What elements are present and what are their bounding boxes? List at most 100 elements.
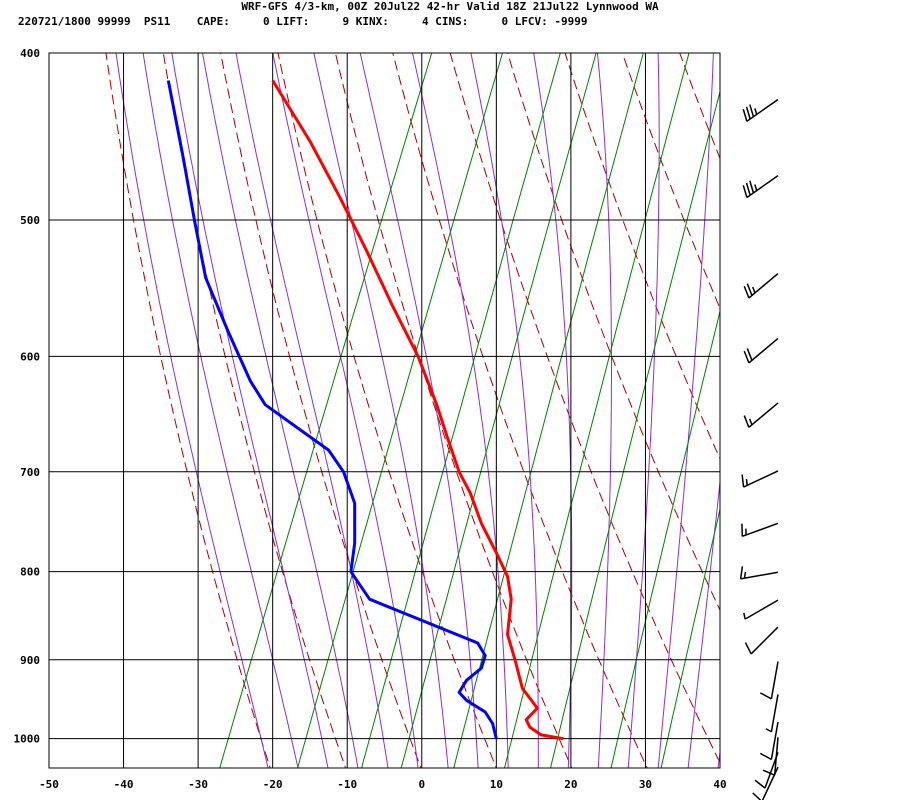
moist-adiabat-line [171, 53, 329, 768]
wind-barb [765, 694, 779, 733]
temperature-profile-line [271, 79, 564, 741]
wind-barb-flag [759, 752, 772, 761]
wind-barb-staff [764, 752, 779, 789]
dewpoint-profile-line [166, 80, 498, 740]
y-tick-label: 700 [20, 466, 40, 479]
y-tick-label: 1000 [14, 733, 41, 746]
background-line-layer [49, 15, 900, 776]
wind-barb [743, 599, 779, 620]
wind-barb [759, 721, 779, 761]
y-tick-label: 500 [20, 214, 40, 227]
wind-barb [752, 766, 779, 800]
wind-barb-staff [770, 661, 779, 700]
mixing-ratio-line [297, 53, 504, 768]
wind-barb-staff [770, 694, 779, 732]
sounding-index-line: 220721/1800 99999 PS11 CAPE: 0 LIFT: 9 K… [18, 15, 588, 28]
wind-barb-half-flag [765, 728, 772, 733]
wind-barb [741, 522, 779, 538]
wind-barb-staff [740, 571, 779, 580]
wind-barb-flag [749, 104, 755, 117]
mixing-ratio-line [549, 89, 720, 768]
wind-barb-staff [743, 470, 779, 488]
wind-barb-half-flag [743, 612, 746, 620]
wind-barb-half-flag [748, 418, 753, 426]
wind-barb-staff [744, 599, 779, 620]
x-tick-label: -40 [114, 778, 134, 791]
wind-barb-flag [762, 769, 775, 776]
dry-adiabat-line [277, 53, 497, 768]
dry-adiabat-line [621, 53, 720, 310]
wind-barb [739, 566, 779, 580]
wind-barb-staff [748, 337, 779, 364]
wind-barb-half-flag [754, 184, 758, 191]
wind-barb [759, 661, 779, 700]
wind-barb-flag [746, 283, 753, 296]
y-tick-label: 400 [20, 47, 40, 60]
wind-barb [744, 626, 779, 655]
wind-barb [742, 98, 779, 122]
mixing-ratio-line [453, 53, 644, 768]
wind-barb-flag [743, 285, 750, 299]
plot-frame [48, 52, 721, 769]
wind-barb-staff [748, 273, 779, 299]
wind-barb-staff [770, 721, 779, 760]
moist-adiabat-line [411, 53, 509, 768]
wind-barb-staff [746, 175, 779, 199]
wind-barb-flag [742, 185, 748, 198]
profile-layer [166, 79, 564, 741]
wind-barb [743, 337, 779, 364]
wind-barb-layer [739, 98, 779, 800]
moist-adiabat-line [235, 53, 389, 768]
chart-title: WRF-GFS 4/3-km, 00Z 20Jul22 42-hr Valid … [241, 0, 659, 13]
wind-barb [754, 752, 779, 789]
moist-adiabat-line [657, 53, 714, 768]
x-tick-label: 10 [490, 778, 503, 791]
moist-adiabat-line [142, 53, 299, 768]
moist-adiabat-line [717, 748, 720, 768]
wind-barb-staff [746, 98, 779, 122]
wind-barb [743, 273, 779, 299]
dry-adiabat-line [892, 15, 900, 776]
wind-barb-flag [749, 180, 755, 194]
dry-adiabat-line [564, 53, 720, 460]
wind-barb-flag [741, 474, 745, 488]
wind-barb-flag [745, 182, 751, 196]
moist-adiabat-line [359, 53, 479, 768]
wind-barb-flag [743, 350, 750, 364]
wind-barb-half-flag [751, 286, 756, 294]
dry-adiabat-line [220, 53, 422, 768]
wind-barb-flag [759, 692, 772, 700]
wind-barb-flag [746, 348, 753, 361]
dry-adiabat-line [392, 53, 648, 768]
mixing-ratio-line [361, 53, 561, 768]
x-tick-label: -50 [39, 778, 59, 791]
moist-adiabat-line [627, 53, 660, 768]
x-tick-label: 30 [639, 778, 652, 791]
wind-barb-half-flag [745, 478, 748, 486]
dry-adiabat-line [779, 15, 900, 776]
mixing-ratio-line [219, 53, 433, 768]
wind-barb [741, 470, 779, 488]
wind-barb-half-flag [743, 571, 747, 579]
x-tick-label: 20 [564, 778, 577, 791]
wind-barb-flag [743, 415, 750, 428]
wind-barb-flag [745, 106, 751, 120]
mixing-ratio-line [610, 309, 720, 768]
wind-barb-flag [754, 779, 766, 789]
x-tick-label: -30 [188, 778, 208, 791]
wind-barb-flag [752, 792, 762, 800]
x-tick-label: 0 [418, 778, 425, 791]
dry-adiabat-line [722, 15, 900, 776]
mixing-ratio-line [660, 507, 720, 768]
wind-barb-flag [739, 566, 744, 579]
wind-barb-staff [748, 402, 779, 428]
wind-barb [743, 402, 779, 428]
x-tick-label: -10 [337, 778, 357, 791]
moist-adiabat-line [201, 53, 359, 768]
dry-adiabat-line [105, 53, 271, 768]
moist-adiabat-line [533, 53, 573, 768]
dry-adiabat-line [836, 15, 900, 776]
wind-barb-flag [744, 642, 752, 655]
mixing-ratio-line [503, 53, 690, 768]
